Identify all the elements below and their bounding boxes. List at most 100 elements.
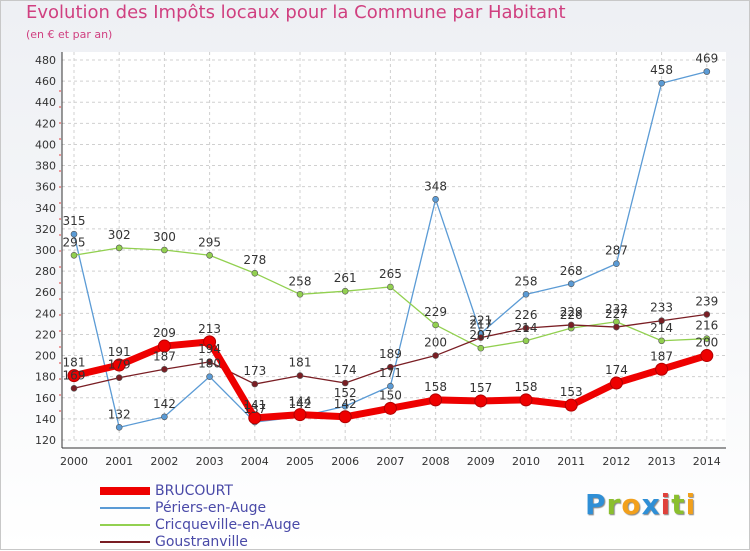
y-tick-label: 340 [35, 202, 56, 215]
data-point [157, 339, 171, 353]
data-point [206, 373, 213, 380]
legend-label: Périers-en-Auge [155, 500, 267, 516]
data-label: 258 [289, 274, 312, 288]
y-tick-label: 200 [35, 350, 56, 363]
data-point [115, 374, 123, 382]
logo-letter: P [585, 488, 607, 521]
data-label: 144 [289, 395, 312, 409]
x-tick-label: 2012 [602, 455, 630, 468]
x-tick-label: 2006 [331, 455, 359, 468]
data-point [248, 411, 262, 425]
data-label: 150 [379, 388, 402, 402]
data-point [613, 323, 620, 331]
data-point [567, 280, 575, 288]
y-tick-label: 140 [35, 413, 56, 426]
data-point [567, 321, 575, 329]
data-point [115, 244, 123, 252]
data-label: 226 [515, 308, 538, 322]
x-tick-label: 2013 [648, 455, 676, 468]
y-tick-label: 280 [35, 265, 56, 278]
data-label: 300 [153, 230, 176, 244]
data-point [522, 337, 530, 345]
y-tick-label: 120 [35, 434, 56, 447]
y-tick-label: 180 [35, 371, 56, 384]
data-point [206, 358, 213, 366]
data-point [474, 394, 488, 408]
data-label: 295 [198, 235, 221, 249]
data-point [703, 311, 711, 318]
data-point [341, 402, 349, 410]
data-label: 227 [605, 307, 628, 321]
data-label: 169 [63, 368, 86, 382]
data-label: 239 [695, 294, 718, 308]
data-label: 229 [424, 305, 447, 319]
data-label: 287 [605, 244, 628, 258]
proxiti-logo: Proxiti [585, 488, 696, 521]
data-label: 348 [424, 179, 447, 193]
x-tick-label: 2003 [196, 455, 224, 468]
data-point [432, 352, 439, 359]
data-label: 213 [198, 322, 221, 336]
data-point [655, 362, 669, 376]
data-point [522, 324, 530, 332]
data-point [251, 269, 259, 277]
data-point [387, 382, 394, 390]
x-tick-label: 2008 [422, 455, 450, 468]
data-label: 268 [560, 264, 583, 278]
logo-letter: t [671, 488, 686, 521]
data-label: 141 [243, 398, 266, 412]
data-label: 179 [108, 358, 131, 372]
data-label: 458 [650, 63, 673, 77]
data-point [703, 335, 711, 342]
legend-swatch [100, 507, 150, 509]
data-point [429, 393, 443, 407]
data-point [70, 230, 78, 238]
data-label: 137 [243, 402, 266, 416]
y-tick-label: 220 [35, 328, 56, 341]
data-label: 157 [469, 381, 492, 395]
logo-letter: x [641, 488, 661, 521]
data-point [383, 401, 397, 415]
plot-area [62, 52, 726, 440]
data-label: 142 [153, 397, 176, 411]
data-point [115, 424, 123, 431]
data-point [519, 393, 533, 407]
data-point [658, 79, 665, 87]
legend-swatch [100, 487, 150, 495]
data-label: 229 [560, 305, 583, 319]
data-point [161, 365, 168, 373]
x-tick-label: 2011 [557, 455, 585, 468]
data-point [161, 413, 168, 421]
data-label: 152 [334, 386, 357, 400]
data-point [387, 283, 394, 291]
data-point [67, 369, 81, 383]
data-label: 209 [153, 326, 176, 340]
x-tick-label: 2002 [150, 455, 178, 468]
data-label: 194 [198, 342, 221, 356]
data-label: 181 [289, 356, 312, 370]
data-point [296, 372, 304, 379]
data-point [251, 380, 259, 388]
data-label: 173 [243, 364, 266, 378]
logo-letter: o [621, 488, 642, 521]
line-chart: 120 140 160 180 200 220 240 260 280 300 320 340 360 3… [35, 52, 726, 468]
data-point [522, 291, 530, 298]
data-label: 217 [469, 318, 492, 332]
data-label: 315 [63, 214, 86, 228]
data-label: 142 [289, 397, 312, 411]
data-point [613, 260, 620, 268]
y-tick-label: 360 [35, 181, 56, 194]
data-label: 302 [108, 228, 131, 242]
data-point [338, 410, 352, 424]
data-point [296, 291, 304, 298]
data-label: 174 [605, 363, 628, 377]
data-label: 200 [424, 336, 447, 350]
data-point [477, 344, 485, 352]
y-tick-label: 160 [35, 392, 56, 405]
data-point [432, 196, 439, 203]
data-point [112, 358, 126, 372]
data-point [658, 317, 665, 325]
data-point [161, 246, 168, 254]
x-tick-label: 2010 [512, 455, 540, 468]
data-label: 265 [379, 267, 402, 281]
